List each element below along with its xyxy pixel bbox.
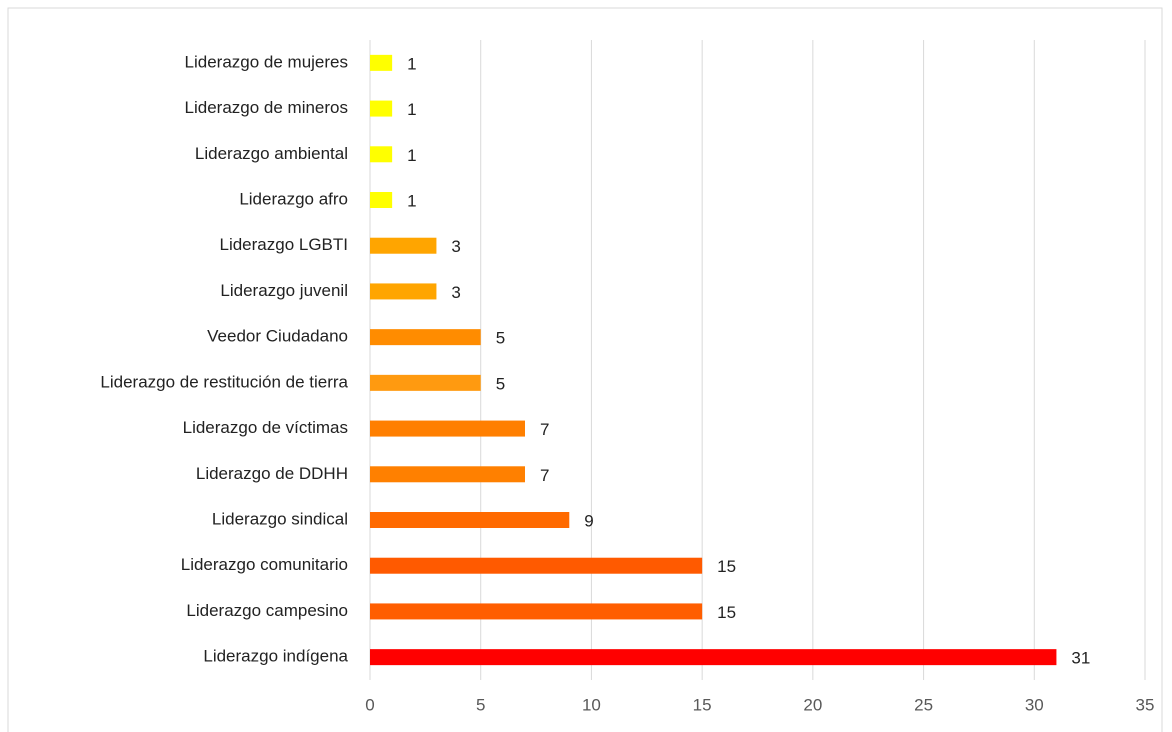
bar: [370, 466, 525, 483]
bar: [370, 283, 437, 300]
data-label: 1: [407, 54, 416, 73]
y-tick-label: Liderazgo de mujeres: [185, 52, 348, 71]
y-tick-label: Liderazgo afro: [239, 189, 348, 208]
data-label: 3: [451, 283, 460, 302]
bar: [370, 512, 570, 528]
x-tick-label: 0: [365, 695, 374, 714]
bar: [370, 100, 393, 117]
y-tick-label: Liderazgo ambiental: [195, 144, 348, 163]
data-label: 5: [496, 374, 505, 393]
data-label: 1: [407, 191, 416, 210]
bar: [370, 237, 437, 254]
x-tick-label: 5: [476, 695, 485, 714]
bar: [370, 54, 393, 71]
data-label: 3: [451, 237, 460, 256]
data-label: 5: [496, 329, 505, 348]
bar: [370, 649, 1057, 666]
data-label: 31: [1071, 649, 1090, 668]
bar: [370, 146, 393, 163]
data-label: 7: [540, 420, 549, 439]
y-tick-label: Liderazgo juvenil: [220, 281, 348, 300]
x-tick-label: 30: [1025, 695, 1044, 714]
data-label: 9: [584, 511, 593, 530]
y-tick-label: Liderazgo comunitario: [181, 555, 348, 574]
y-tick-label: Liderazgo campesino: [186, 601, 348, 620]
bar: [370, 557, 703, 574]
data-label: 15: [717, 557, 736, 576]
bar: [370, 374, 481, 391]
y-tick-label: Veedor Ciudadano: [207, 327, 348, 346]
x-tick-label: 15: [693, 695, 712, 714]
chart-border: [7, 7, 1163, 732]
data-label: 1: [407, 146, 416, 165]
x-tick-label: 25: [914, 695, 933, 714]
x-tick-label: 20: [803, 695, 822, 714]
data-label: 7: [540, 466, 549, 485]
x-tick-label: 35: [1136, 695, 1155, 714]
bar: [370, 420, 525, 437]
y-tick-label: Liderazgo LGBTI: [219, 235, 348, 254]
y-tick-label: Liderazgo de DDHH: [196, 464, 348, 483]
y-tick-label: Liderazgo sindical: [212, 509, 348, 528]
data-label: 15: [717, 603, 736, 622]
bar: [370, 192, 393, 208]
bar: [370, 329, 481, 346]
y-tick-label: Liderazgo indígena: [203, 647, 348, 666]
y-tick-label: Liderazgo de restitución de tierra: [100, 372, 348, 391]
x-tick-label: 10: [582, 695, 601, 714]
y-tick-label: Liderazgo de mineros: [185, 98, 348, 117]
bar: [370, 603, 703, 620]
data-label: 1: [407, 100, 416, 119]
y-tick-label: Liderazgo de víctimas: [183, 418, 348, 437]
